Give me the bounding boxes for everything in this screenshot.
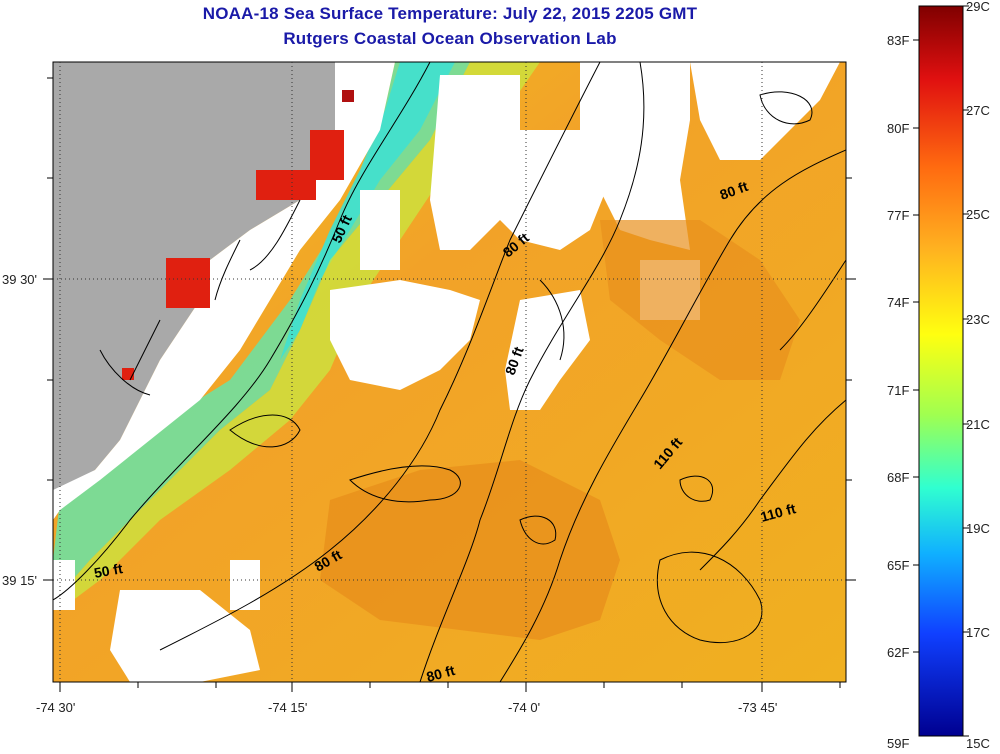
colorbar-c-label: 25C	[966, 207, 990, 222]
colorbar-c-label: 15C	[966, 736, 990, 751]
colorbar-f-label: 77F	[887, 208, 909, 223]
coastal-no-data	[53, 62, 395, 520]
warm-patch	[166, 258, 210, 308]
map-subtitle: Rutgers Coastal Ocean Observation Lab	[283, 29, 617, 48]
lon-label: -73 45'	[738, 700, 777, 715]
colorbar-f-label: 65F	[887, 558, 909, 573]
lat-label: 39 15'	[2, 573, 37, 588]
tick-marks	[43, 77, 856, 692]
map-frame	[52, 61, 847, 683]
lon-label: -74 15'	[268, 700, 307, 715]
contour-label: 50 ft	[93, 560, 124, 581]
map-title: NOAA-18 Sea Surface Temperature: July 22…	[202, 4, 698, 23]
colorbar-c-label: 27C	[966, 103, 990, 118]
cloud-areas	[53, 62, 840, 682]
colorbar-c-label: 23C	[966, 312, 990, 327]
lon-label: -74 0'	[508, 700, 540, 715]
colorbar-f-label: 80F	[887, 121, 909, 136]
warm-patch	[256, 170, 316, 200]
warm-patch	[122, 368, 134, 380]
colorbar-c-label: 19C	[966, 521, 990, 536]
warm-zone	[600, 220, 800, 380]
colorbar-f-label: 62F	[887, 645, 909, 660]
warm-patch	[342, 90, 354, 102]
cool-sst-band-core	[280, 62, 455, 360]
colorbar-f-label: 74F	[887, 295, 909, 310]
colorbar	[918, 5, 964, 737]
colorbar-f-label: 68F	[887, 470, 909, 485]
colorbar-c-label: 21C	[966, 417, 990, 432]
colorbar-f-label: 71F	[887, 383, 909, 398]
lon-label: -74 30'	[36, 700, 75, 715]
colorbar-c-label: 29C	[966, 0, 990, 14]
colorbar-c-label: 17C	[966, 625, 990, 640]
depth-contours	[53, 62, 846, 682]
colorbar-ticks	[913, 5, 969, 737]
mid-sst-band	[55, 62, 540, 610]
graticule	[53, 62, 846, 682]
lat-label: 39 30'	[2, 272, 37, 287]
colorbar-f-label: 83F	[887, 33, 909, 48]
colorbar-f-label: 59F	[887, 736, 909, 751]
contour-label: 80 ft	[425, 662, 457, 685]
